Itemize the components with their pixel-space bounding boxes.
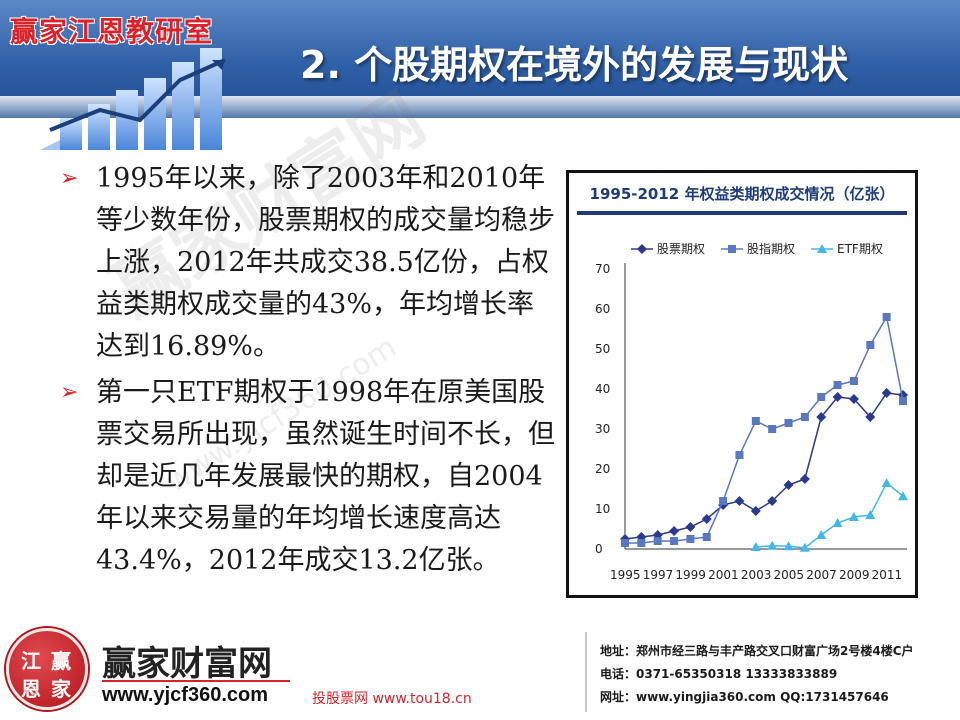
- data-point: [728, 245, 736, 253]
- data-point: [621, 539, 629, 547]
- bullet-list: ➢ 1995年以来，除了2003年和2010年等少数年份，股票期权的成交量均稳步…: [60, 158, 560, 586]
- arrow-bullet-icon: ➢: [60, 380, 79, 405]
- data-point: [832, 518, 843, 527]
- footer-partner-link[interactable]: 投股票网 www.tou18.cn: [312, 691, 472, 707]
- data-point: [750, 506, 761, 516]
- bullet-item: ➢ 1995年以来，除了2003年和2010年等少数年份，股票期权的成交量均稳步…: [60, 158, 560, 368]
- x-tick-label: 1995: [610, 568, 641, 582]
- data-point: [881, 388, 892, 398]
- contact-phone: 电话：0371-65350318 13333833889: [600, 667, 838, 681]
- series-line: [624, 392, 904, 540]
- data-point: [669, 526, 680, 536]
- contact-block: 地址：郑州市经三路与丰产路交叉口财富广场2号楼4楼C户 电话：0371-6535…: [600, 640, 914, 709]
- chart-title: 1995-2012 年权益类期权成交情况（亿张）: [589, 185, 895, 203]
- data-point: [767, 540, 778, 550]
- seal-char: 江: [21, 649, 41, 673]
- data-point: [800, 413, 809, 421]
- data-point: [799, 474, 810, 484]
- y-tick-label: 50: [595, 342, 610, 356]
- x-tick-label: 2005: [774, 568, 805, 582]
- data-point: [849, 377, 858, 385]
- footer-divider: [585, 632, 587, 712]
- footer: 江 赢 恩 家 赢家财富网 www.yjcf360.com 投股票网 www.t…: [0, 622, 960, 720]
- data-point: [701, 514, 712, 524]
- series-line: [755, 481, 904, 549]
- data-point: [734, 496, 745, 506]
- seal-logo: 江 赢 恩 家: [6, 628, 88, 710]
- data-point: [898, 491, 908, 501]
- data-point: [685, 522, 696, 532]
- data-point: [767, 496, 778, 506]
- data-point: [768, 425, 777, 433]
- chart-title-underline: [577, 211, 907, 215]
- footer-site-name: 赢家财富网: [102, 644, 272, 684]
- data-point: [783, 541, 794, 551]
- data-point: [751, 417, 760, 425]
- y-tick-label: 70: [595, 262, 610, 276]
- x-tick-label: 2001: [708, 568, 739, 582]
- data-point: [866, 341, 875, 349]
- data-point: [881, 478, 892, 487]
- bullet-text: 1995年以来，除了2003年和2010年等少数年份，股票期权的成交量均稳步上涨…: [96, 163, 555, 362]
- legend-label: 股指期权: [747, 241, 795, 256]
- data-point: [848, 512, 859, 521]
- data-point: [817, 393, 826, 401]
- data-point: [735, 451, 744, 459]
- seal-char: 赢: [51, 649, 71, 673]
- data-point: [833, 381, 842, 389]
- y-tick-label: 10: [595, 502, 610, 516]
- growth-bars-illustration: [40, 48, 226, 150]
- bullet-text: 第一只ETF期权于1998年在原美国股票交易所出现，虽然诞生时间不长，但却是近几…: [96, 377, 555, 576]
- data-point: [637, 244, 647, 254]
- data-point: [816, 530, 827, 539]
- y-tick-label: 20: [595, 462, 610, 476]
- y-tick-label: 0: [595, 542, 603, 556]
- data-point: [899, 397, 907, 405]
- data-point: [653, 537, 662, 545]
- data-point: [719, 497, 728, 505]
- data-point: [848, 394, 859, 404]
- series-line: [625, 314, 904, 544]
- y-tick-label: 30: [595, 422, 610, 436]
- footer-rule: [102, 680, 290, 682]
- x-tick-label: 1997: [643, 568, 674, 582]
- data-point: [783, 480, 794, 490]
- data-point: [832, 392, 843, 402]
- footer-url-link[interactable]: www.yjcf360.com: [102, 684, 268, 706]
- x-tick-label: 1999: [675, 568, 706, 582]
- x-tick-label: 2007: [806, 568, 837, 582]
- data-point: [702, 533, 711, 541]
- data-point: [799, 542, 810, 552]
- x-tick-label: 2003: [741, 568, 772, 582]
- page-title: 2. 个股期权在境外的发展与现状: [300, 43, 849, 87]
- seal-char: 家: [51, 677, 71, 701]
- arrow-bullet-icon: ➢: [60, 166, 79, 191]
- data-point: [816, 412, 827, 422]
- contact-address: 地址：郑州市经三路与丰产路交叉口财富广场2号楼4楼C户: [600, 644, 914, 658]
- x-tick-label: 2011: [872, 568, 903, 582]
- x-tick-label: 2009: [839, 568, 870, 582]
- data-point: [686, 535, 695, 543]
- data-point: [882, 313, 891, 321]
- data-point: [784, 419, 793, 427]
- data-point: [865, 510, 876, 519]
- seal-char: 恩: [21, 677, 41, 701]
- data-point: [637, 539, 646, 547]
- data-point: [817, 244, 827, 253]
- contact-website[interactable]: 网址：www.yingjia360.com QQ:1731457646: [600, 690, 889, 704]
- legend-label: 股票期权: [657, 242, 705, 256]
- legend-label: ETF期权: [837, 242, 883, 256]
- data-point: [670, 537, 679, 545]
- y-tick-label: 60: [595, 302, 610, 316]
- y-tick-label: 40: [595, 382, 610, 396]
- bullet-item: ➢ 第一只ETF期权于1998年在原美国股票交易所出现，虽然诞生时间不长，但却是…: [60, 372, 560, 582]
- data-point: [865, 412, 876, 422]
- chart-frame: 1995-2012 年权益类期权成交情况（亿张） 0 10 20 30 40 50 60 70…: [566, 170, 918, 598]
- data-point: [750, 542, 761, 551]
- brand-label: 赢家江恩教研室: [10, 15, 214, 48]
